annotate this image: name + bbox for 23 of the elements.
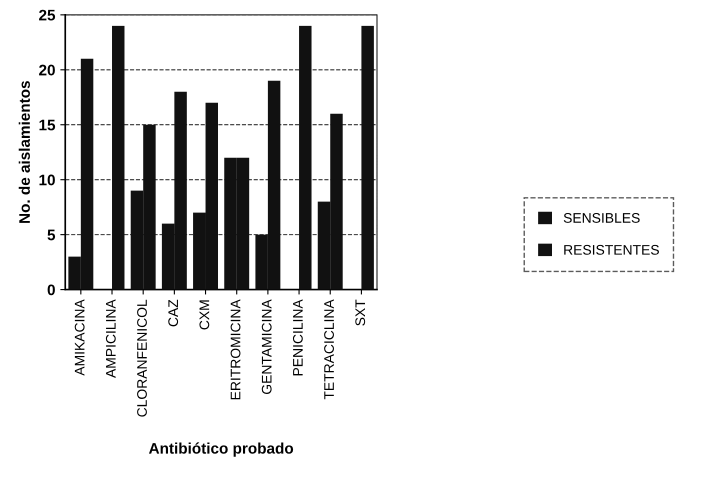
x-tick-label: SXT	[355, 300, 366, 326]
bar	[361, 26, 374, 290]
legend-label: SENSIBLES	[564, 213, 640, 223]
bar	[112, 26, 124, 290]
y-tick-label: 15	[40, 120, 56, 130]
x-tick-label: TETRACICLINA	[324, 299, 334, 400]
y-axis-title: No. de aislamientos	[18, 81, 30, 223]
y-tick-label: 0	[48, 284, 55, 296]
x-tick-label: CAZ	[168, 300, 178, 326]
x-tick-label: CLORANFENICOL	[137, 300, 147, 417]
x-tick-label: AMPICILINA	[106, 299, 116, 378]
x-tick-label: PENICILINA	[292, 299, 303, 376]
x-tick-label: CXM	[199, 300, 210, 330]
legend-label: RESISTENTES	[564, 244, 659, 255]
x-tick-label: GENTAMICINA	[262, 299, 272, 394]
x-axis-title: Antibiótico probado	[148, 442, 294, 457]
y-tick-label: 5	[48, 230, 56, 240]
x-tick-label: AMIKACINA	[74, 299, 85, 376]
y-tick-label: 25	[39, 10, 56, 21]
y-tick-label: 10	[40, 174, 55, 186]
bar	[299, 26, 312, 290]
x-tick-label: ERITROMICINA	[230, 299, 240, 400]
y-tick-label: 20	[39, 64, 55, 76]
